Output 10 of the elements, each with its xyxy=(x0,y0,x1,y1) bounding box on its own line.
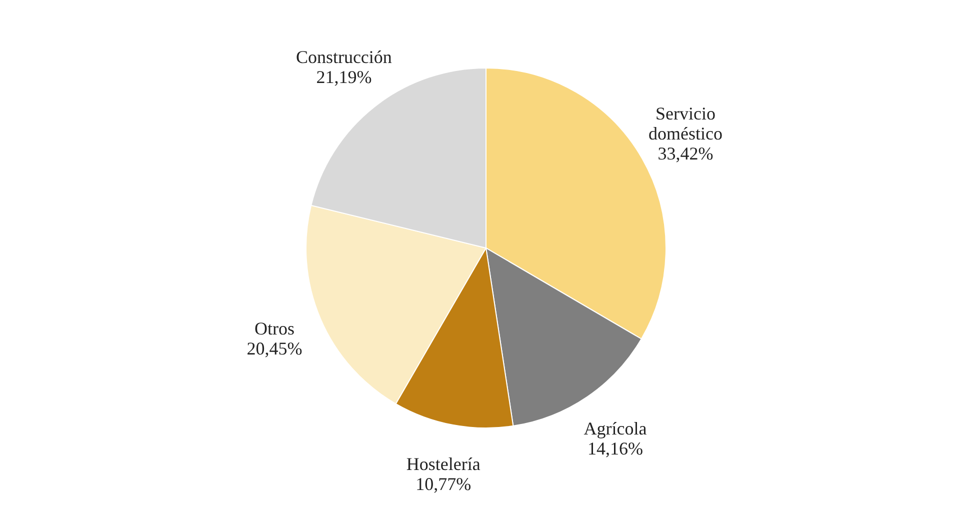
slice-label: Construcción xyxy=(296,47,392,68)
slice-label: Servicio doméstico xyxy=(648,104,723,144)
data-label: 20,45% xyxy=(246,338,302,358)
slice-label: Agrícola xyxy=(584,418,647,438)
data-label: 14,16% xyxy=(587,438,643,458)
slice-label: Hostelería xyxy=(406,454,480,474)
slice-label: Otros xyxy=(254,318,294,338)
data-label: 33,42% xyxy=(658,144,714,164)
data-label: 10,77% xyxy=(416,474,472,494)
data-label: 21,19% xyxy=(316,67,372,88)
